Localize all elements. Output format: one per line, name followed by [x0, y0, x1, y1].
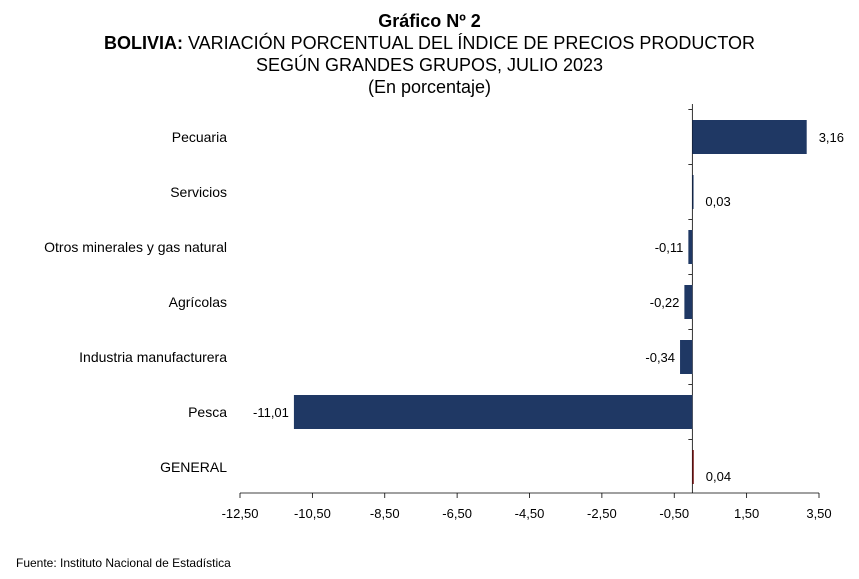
- bar-servicios: [692, 175, 694, 209]
- bar-pesca: [293, 395, 693, 429]
- category-label-otros-minerales-y-gas-natural: Otros minerales y gas natural: [44, 239, 227, 255]
- chart-title: BOLIVIA: VARIACIÓN PORCENTUAL DEL ÍNDICE…: [0, 32, 859, 54]
- x-tick-label: -10,50: [294, 506, 331, 521]
- data-label-servicios: 0,03: [705, 194, 730, 209]
- chart-subtitle: SEGÚN GRANDES GRUPOS, JULIO 2023: [255, 55, 604, 75]
- category-label-agricolas: Agrícolas: [169, 294, 227, 310]
- chart-number: Gráfico Nº 2: [378, 11, 481, 31]
- chart-titles: Gráfico Nº 2 BOLIVIA: VARIACIÓN PORCENTU…: [0, 10, 859, 98]
- category-label-industria-manufacturera: Industria manufacturera: [79, 349, 227, 365]
- x-tick-label: -8,50: [370, 506, 400, 521]
- data-label-pesca: -11,01: [253, 405, 289, 420]
- data-label-general: 0,04: [706, 469, 731, 484]
- chart-unit: (En porcentaje): [367, 77, 492, 97]
- x-tick-label: 3,50: [806, 506, 831, 521]
- x-tick-label: -0,50: [659, 506, 689, 521]
- category-label-pecuaria: Pecuaria: [172, 129, 227, 145]
- category-label-general: GENERAL: [160, 459, 227, 475]
- bar-industria-manufacturera: [680, 340, 693, 374]
- x-tick-label: 1,50: [734, 506, 759, 521]
- data-label-pecuaria: 3,16: [819, 130, 844, 145]
- bar-agricolas: [684, 285, 693, 319]
- bar-otros-minerales-y-gas-natural: [688, 230, 693, 264]
- data-label-industria-manufacturera: -0,34: [645, 350, 675, 365]
- x-tick-label: -12,50: [222, 506, 259, 521]
- chart-title-rest: VARIACIÓN PORCENTUAL DEL ÍNDICE DE PRECI…: [182, 33, 756, 53]
- bar-pecuaria: [692, 120, 807, 154]
- x-tick-label: -4,50: [515, 506, 545, 521]
- x-tick-label: -6,50: [442, 506, 472, 521]
- bar-general: [692, 450, 694, 484]
- category-label-servicios: Servicios: [170, 184, 227, 200]
- data-label-otros-minerales-y-gas-natural: -0,11: [655, 240, 684, 255]
- category-label-pesca: Pesca: [188, 404, 227, 420]
- data-label-agricolas: -0,22: [650, 295, 680, 310]
- source-note: Fuente: Instituto Nacional de Estadístic…: [16, 556, 231, 570]
- x-tick-label: -2,50: [587, 506, 617, 521]
- chart-title-country: BOLIVIA:: [103, 33, 183, 53]
